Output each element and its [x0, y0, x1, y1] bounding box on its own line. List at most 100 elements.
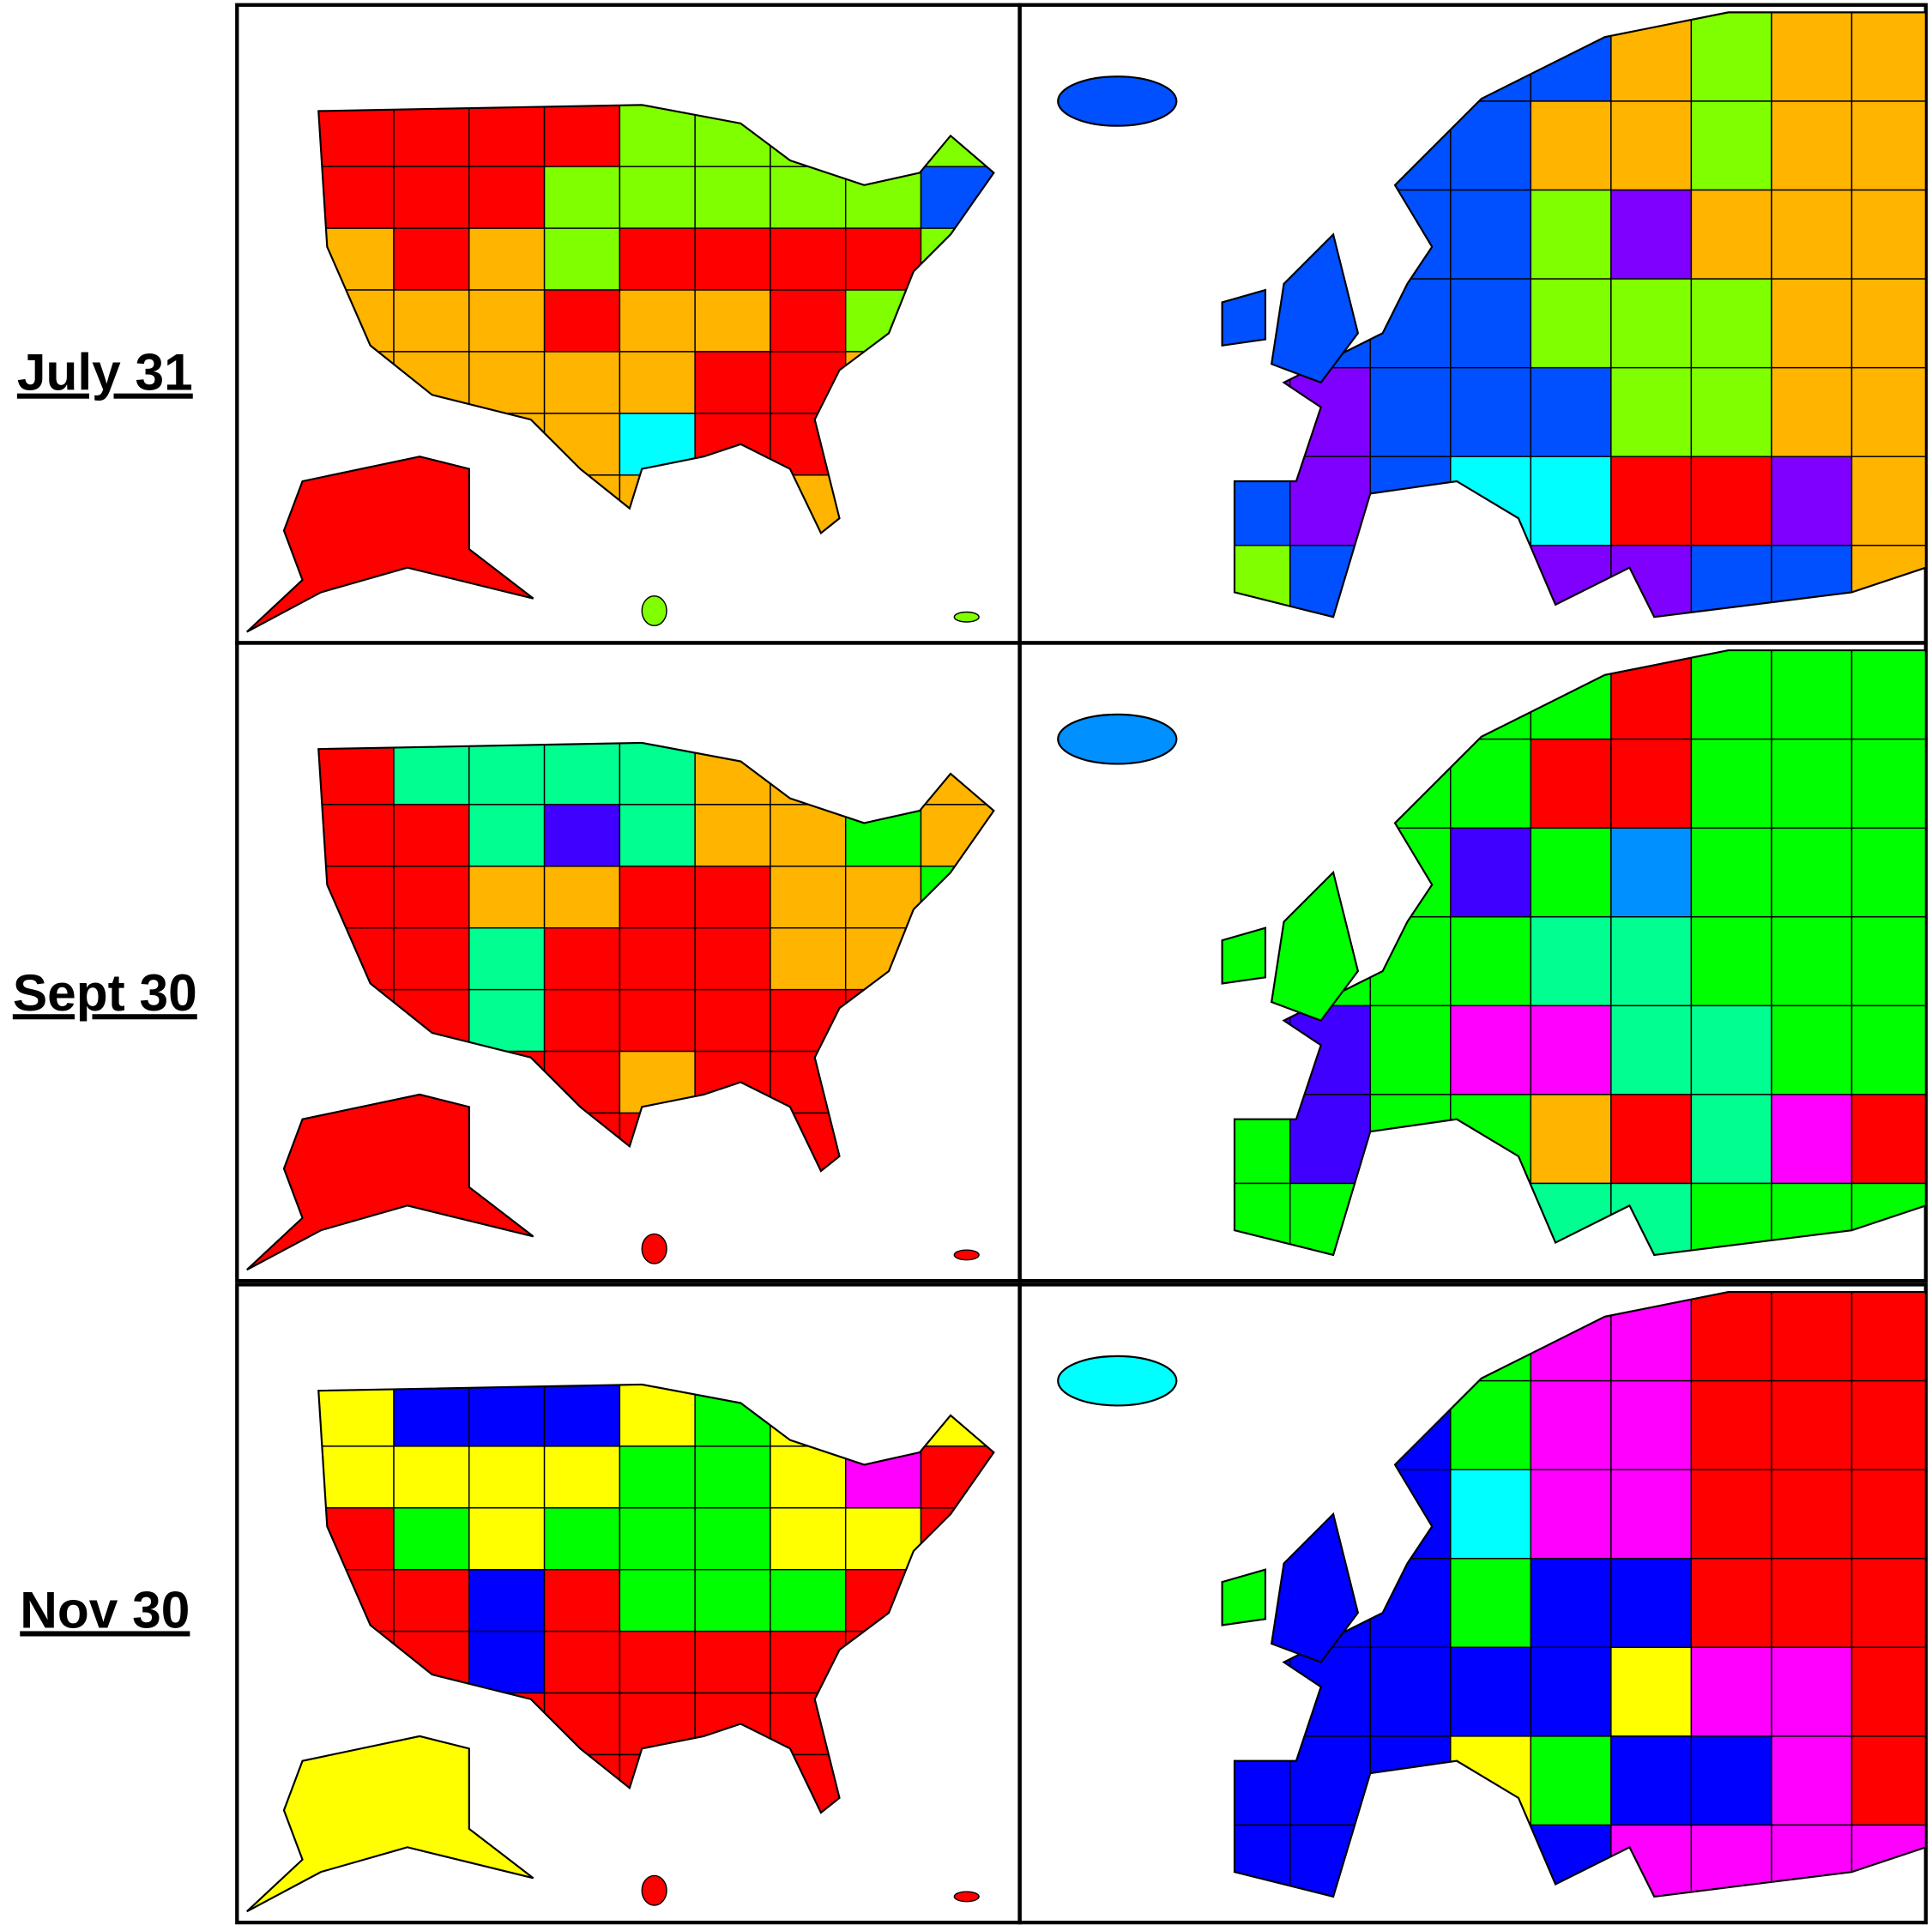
- country: [1850, 100, 1926, 191]
- europe-outline: [1233, 649, 1927, 1257]
- state: [619, 1507, 696, 1571]
- country: [1610, 916, 1693, 1007]
- country: [1450, 278, 1532, 369]
- state: [318, 1445, 395, 1509]
- country: [1690, 366, 1772, 457]
- country: [1234, 1379, 1291, 1470]
- country: [1771, 1005, 1853, 1095]
- state: [543, 289, 621, 353]
- country: [1530, 12, 1612, 102]
- country: [1850, 545, 1926, 618]
- state: [694, 474, 771, 534]
- country: [1850, 1379, 1926, 1470]
- state: [844, 1569, 922, 1632]
- country: [1690, 1094, 1772, 1185]
- state: [543, 1384, 621, 1447]
- country: [1450, 545, 1532, 618]
- country: [1690, 12, 1772, 102]
- country: [1690, 1182, 1772, 1255]
- country: [1690, 650, 1772, 740]
- map-row: [235, 641, 1928, 1283]
- state: [393, 742, 470, 806]
- hawaii: [953, 1891, 980, 1903]
- country: [1610, 1094, 1693, 1185]
- state: [770, 866, 847, 929]
- state: [318, 1569, 395, 1632]
- state: [694, 105, 771, 167]
- state: [770, 1630, 847, 1694]
- state: [468, 227, 546, 291]
- country: [1771, 650, 1853, 740]
- state: [543, 474, 621, 534]
- country: [1450, 1558, 1532, 1649]
- state: [844, 1050, 922, 1114]
- country: [1369, 1005, 1452, 1095]
- row-label: Sept 30: [13, 963, 197, 1022]
- country: [1850, 1469, 1926, 1560]
- state: [920, 1112, 994, 1172]
- us-outline: [317, 741, 995, 1173]
- iceland: [1057, 75, 1178, 127]
- state: [318, 1630, 395, 1694]
- country: [1690, 1005, 1772, 1095]
- europe-outline: [1233, 1290, 1927, 1898]
- state: [318, 804, 395, 867]
- country: [1690, 827, 1772, 918]
- country: [1610, 738, 1693, 829]
- state: [920, 866, 994, 929]
- country: [1450, 1292, 1532, 1382]
- country: [1690, 1824, 1772, 1897]
- ireland: [1221, 1568, 1267, 1626]
- country: [1369, 738, 1452, 829]
- country: [1530, 366, 1612, 457]
- hawaii: [953, 1249, 980, 1261]
- country: [1530, 1824, 1612, 1897]
- us-outline: [317, 1383, 995, 1814]
- country: [1850, 1005, 1926, 1095]
- country: [1690, 189, 1772, 280]
- country: [1610, 366, 1693, 457]
- country: [1530, 1292, 1612, 1382]
- state: [770, 804, 847, 867]
- state: [844, 413, 922, 476]
- state: [543, 804, 621, 867]
- country: [1771, 827, 1853, 918]
- country: [1369, 100, 1452, 191]
- country: [1234, 456, 1291, 546]
- country: [1234, 1735, 1291, 1826]
- state: [920, 1630, 994, 1694]
- country: [1234, 366, 1291, 457]
- state: [468, 105, 546, 167]
- country: [1369, 189, 1452, 280]
- state: [318, 927, 395, 991]
- country: [1771, 1469, 1853, 1560]
- state: [920, 1692, 994, 1756]
- state: [770, 166, 847, 229]
- alaska: [246, 1093, 534, 1271]
- country: [1771, 12, 1853, 102]
- country: [1610, 1005, 1693, 1095]
- country: [1850, 366, 1926, 457]
- country: [1771, 1735, 1853, 1826]
- country: [1289, 456, 1371, 546]
- country: [1369, 12, 1452, 102]
- country: [1450, 827, 1532, 918]
- state: [393, 1384, 470, 1447]
- state: [543, 1445, 621, 1509]
- country: [1289, 545, 1371, 618]
- country: [1369, 827, 1452, 918]
- country: [1530, 738, 1612, 829]
- country: [1369, 1824, 1452, 1897]
- state: [920, 413, 994, 476]
- country: [1610, 545, 1693, 618]
- country: [1450, 1824, 1532, 1897]
- state: [468, 1384, 546, 1447]
- country: [1369, 1182, 1452, 1255]
- country: [1610, 12, 1693, 102]
- country: [1450, 1646, 1532, 1737]
- country: [1450, 1182, 1532, 1255]
- state: [844, 1384, 922, 1447]
- state: [920, 988, 994, 1053]
- country: [1234, 1646, 1291, 1737]
- state: [920, 1445, 994, 1509]
